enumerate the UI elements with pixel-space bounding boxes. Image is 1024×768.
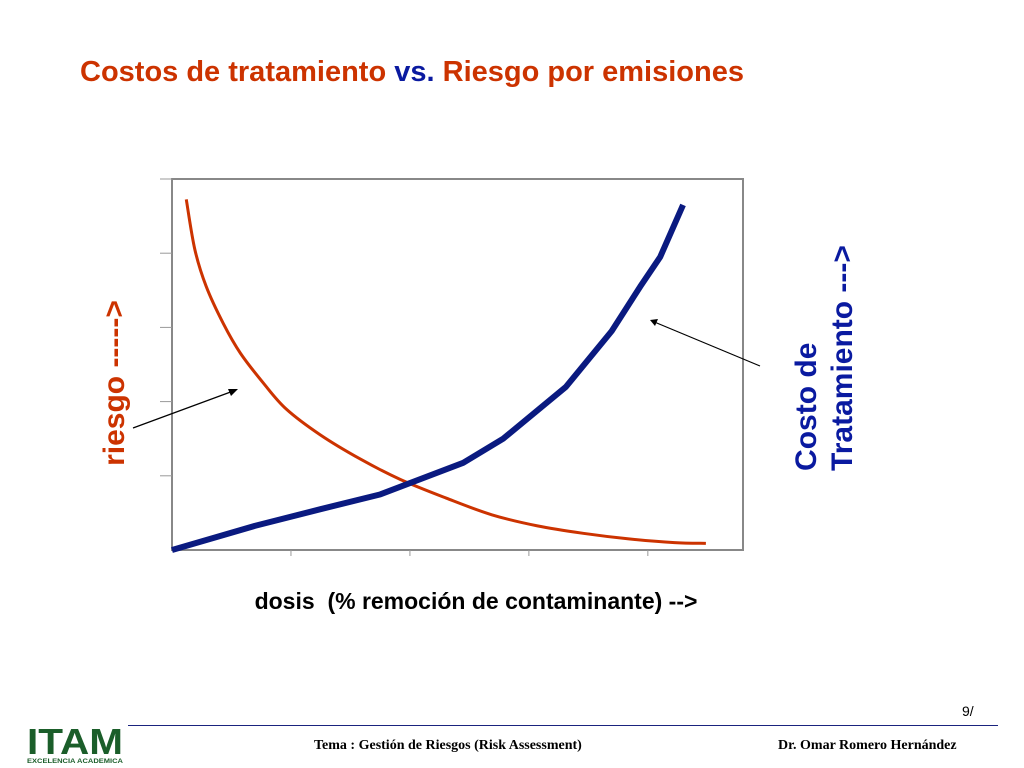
- footer-topic: Tema : Gestión de Riesgos (Risk Assessme…: [314, 738, 582, 753]
- risk-axis-label: riesgo ----->: [98, 300, 131, 466]
- itam-logo-mark: ITAM: [27, 723, 123, 762]
- itam-logo-tagline: EXCELENCIA ACADEMICA: [27, 759, 124, 765]
- cost-pointer-arrowhead: [650, 319, 658, 326]
- risk-curve: [184, 199, 706, 545]
- risk-pointer-line: [132, 389, 237, 429]
- chart-series: [171, 199, 706, 553]
- title-part-costos: Costos de tratamiento: [80, 56, 387, 88]
- title-part-riesgo: Riesgo por emisiones: [442, 56, 744, 88]
- chart-axes: [160, 178, 744, 556]
- chart-annotations: [132, 319, 761, 429]
- cost-axis-label-line2: Tratamiento --->: [826, 245, 859, 471]
- footer-divider: [128, 725, 998, 726]
- footer-author: Dr. Omar Romero Hernández: [778, 738, 957, 753]
- slide-title: Costos de tratamiento vs. Riesgo por emi…: [80, 56, 744, 89]
- cost-pointer-line: [651, 320, 761, 367]
- treatment-cost-curve: [171, 203, 686, 553]
- cost-axis-label-line1: Costo de: [790, 342, 823, 471]
- plot-frame: [171, 178, 744, 551]
- title-part-vs: vs.: [394, 56, 435, 88]
- cost-axis-label: Costo de Tratamiento --->: [789, 245, 861, 471]
- risk-pointer-arrowhead: [228, 389, 238, 396]
- dose-axis-label: dosis (% remoción de contaminante) -->: [254, 588, 698, 614]
- itam-logo: ITAM EXCELENCIA ACADEMICA: [27, 723, 124, 765]
- page-number: 9/: [962, 703, 974, 719]
